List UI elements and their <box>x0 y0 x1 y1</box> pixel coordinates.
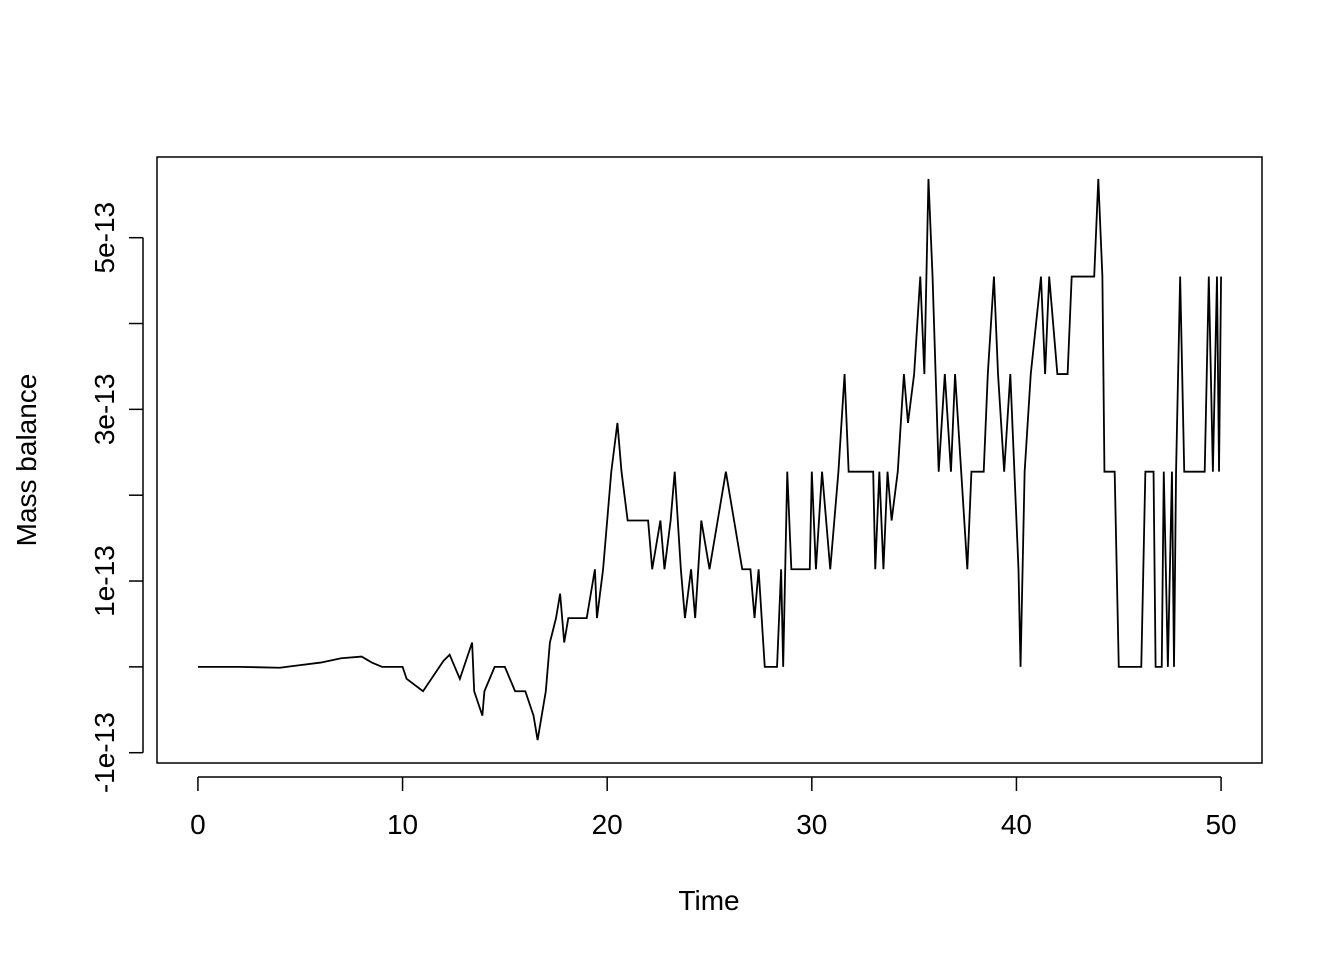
y-tick-label: 1e-13 <box>89 545 120 617</box>
x-axis-label: Time <box>678 885 739 916</box>
data-line <box>197 178 1222 741</box>
x-tick-label: 50 <box>1205 809 1236 840</box>
y-tick-label: -1e-13 <box>89 712 120 793</box>
x-tick-label: 0 <box>190 809 206 840</box>
x-tick-label: 30 <box>796 809 827 840</box>
y-axis-label: Mass balance <box>11 374 42 547</box>
x-tick-label: 40 <box>1001 809 1032 840</box>
x-tick-label: 10 <box>387 809 418 840</box>
plot-box <box>156 156 1263 764</box>
y-tick-label: 5e-13 <box>89 202 120 274</box>
y-tick-label: 3e-13 <box>89 374 120 446</box>
x-tick-label: 20 <box>592 809 623 840</box>
